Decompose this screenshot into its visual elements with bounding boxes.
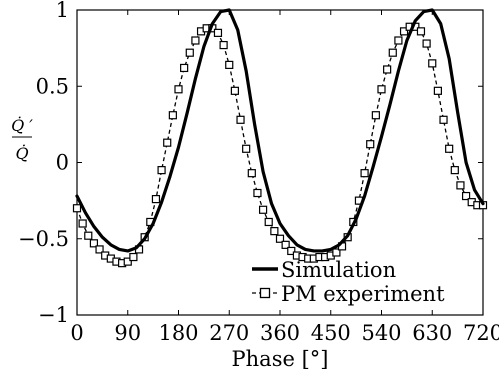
series-pm-experiment-marker <box>450 166 459 175</box>
series-pm-experiment-marker <box>258 205 268 214</box>
series-pm-experiment-marker <box>428 59 437 68</box>
series-pm-experiment-marker <box>168 111 177 120</box>
series-pm-experiment-marker <box>433 86 442 95</box>
y-tick-label: 1 <box>56 0 69 22</box>
x-tick-label: 90 <box>114 321 141 345</box>
x-tick-label: 720 <box>463 321 499 345</box>
series-pm-experiment-marker <box>383 65 392 74</box>
series-pm-experiment-marker <box>72 204 82 213</box>
series-pm-experiment-marker <box>191 36 200 45</box>
y-tick-label: 0 <box>56 151 69 175</box>
series-pm-experiment-marker <box>270 227 279 236</box>
series-pm-experiment-marker <box>174 85 183 94</box>
series-pm-experiment-marker <box>332 248 341 257</box>
series-pm-experiment-marker <box>157 166 166 175</box>
series-pm-experiment-marker <box>287 246 296 256</box>
x-tick-label: 540 <box>361 321 401 345</box>
series-pm-experiment-marker <box>371 111 380 120</box>
series-pm-experiment-marker <box>456 181 465 190</box>
series-pm-experiment-marker <box>163 138 172 147</box>
y-tick-label: −1 <box>38 303 69 327</box>
ticks: 0 90 180 270 360 450 540 630 720 −1 −0.5 0 0.5 1 <box>18 0 499 345</box>
series-pm-experiment-marker <box>416 27 426 36</box>
legend-pm-experiment-label: PM experiment <box>281 282 445 306</box>
y-axis-label-denominator: Q̇ <box>15 144 28 163</box>
x-tick-label: 450 <box>311 321 351 345</box>
series-pm-experiment-marker <box>422 39 431 48</box>
y-tick-label: −0.5 <box>18 227 69 251</box>
x-tick-label: 270 <box>209 321 249 345</box>
series-pm-experiment-marker <box>366 140 375 149</box>
series-pm-experiment-marker <box>89 239 99 248</box>
plot-area <box>72 8 488 268</box>
series-pm-experiment-marker <box>281 240 290 249</box>
series-pm-experiment-marker <box>445 144 454 153</box>
series-pm-experiment-marker <box>253 188 262 198</box>
series-pm-experiment-marker <box>439 115 448 124</box>
series-pm-experiment-marker <box>264 217 273 227</box>
series-pm-experiment-marker <box>219 40 228 50</box>
series-pm-experiment-marker <box>213 28 223 37</box>
legend-pm-experiment-marker <box>259 287 271 299</box>
series-pm-experiment-marker <box>360 169 369 178</box>
series-pm-experiment-marker <box>230 86 239 95</box>
legend: Simulation PM experiment <box>252 258 445 306</box>
series-pm-experiment-marker <box>388 48 397 57</box>
x-tick-label: 630 <box>412 321 452 345</box>
series-pm-experiment-marker <box>399 27 409 36</box>
x-tick-label: 360 <box>260 321 300 345</box>
y-axis-label-numerator: Q̇ ′ <box>11 116 33 135</box>
series-pm-experiment-marker <box>129 252 138 262</box>
x-tick-label: 180 <box>158 321 198 345</box>
x-tick-label: 0 <box>70 321 83 345</box>
series-pm-experiment-marker <box>185 48 194 57</box>
series-pm-experiment-marker <box>123 257 132 266</box>
series-pm-experiment-marker <box>242 144 251 153</box>
series-pm-experiment-marker <box>394 36 403 45</box>
series-pm-experiment-marker <box>78 219 87 228</box>
x-axis-label: Phase [°] <box>232 347 329 371</box>
legend-simulation-label: Simulation <box>281 258 396 282</box>
series-pm-experiment-marker <box>95 245 104 254</box>
series-pm-experiment-marker <box>180 63 189 73</box>
y-tick-label: 0.5 <box>36 74 69 98</box>
y-axis-label: Q̇ ′ Q̇ <box>11 116 33 163</box>
series-pm-experiment-marker <box>84 231 93 240</box>
series-simulation-line <box>75 8 485 253</box>
series-pm-experiment-marker <box>377 85 386 94</box>
series-pm-experiment-marker <box>225 60 234 70</box>
series-pm-experiment-marker <box>151 195 161 204</box>
plot-frame <box>76 9 484 316</box>
series-pm-experiment-marker <box>236 115 245 124</box>
series-pm-experiment-marker <box>247 169 256 178</box>
series-pm-experiment-marker <box>275 234 285 243</box>
series-pm-experiment-marker <box>461 191 471 201</box>
